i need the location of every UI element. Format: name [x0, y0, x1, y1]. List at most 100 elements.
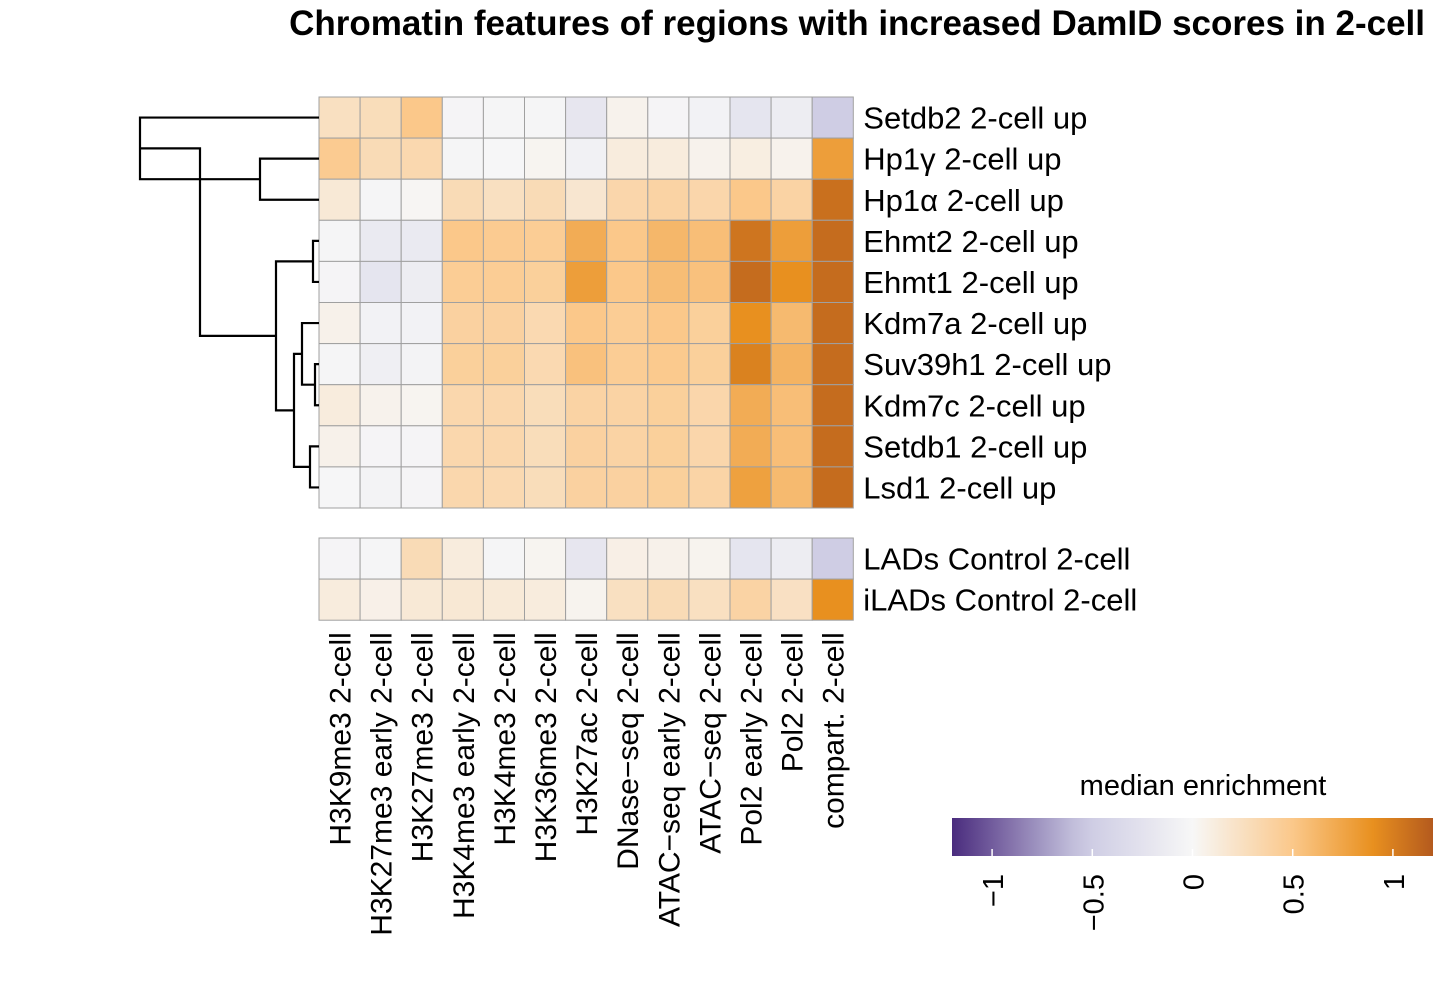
- control-row-label: iLADs Control 2-cell: [863, 583, 1137, 618]
- heatmap-cell: [606, 343, 649, 386]
- legend-tick-label: 0: [1179, 874, 1211, 890]
- control-heatmap-cell: [729, 537, 772, 580]
- dendrogram-branch: [300, 321, 319, 386]
- heatmap-cell: [729, 343, 772, 386]
- heatmap-cell: [688, 425, 731, 468]
- heatmap-cell: [482, 178, 525, 221]
- control-heatmap-cell: [565, 537, 608, 580]
- heatmap-cell: [565, 384, 608, 427]
- heatmap-cell: [482, 302, 525, 345]
- heatmap-cell: [647, 219, 690, 262]
- heatmap-cell: [318, 425, 361, 468]
- heatmap-cell: [441, 425, 484, 468]
- heatmap-cell: [318, 137, 361, 180]
- control-heatmap-cell: [647, 537, 690, 580]
- column-label: ATAC−seq early 2-cell: [653, 632, 686, 927]
- heatmap-cell: [688, 96, 731, 139]
- heatmap-cell: [770, 384, 813, 427]
- color-legend: median enrichment −1 −0.5 0 0.5 1: [952, 770, 1433, 931]
- heatmap-cell: [565, 343, 608, 386]
- heatmap-cell: [647, 302, 690, 345]
- heatmap-cell: [565, 260, 608, 303]
- heatmap-cell: [647, 343, 690, 386]
- heatmap-cell: [318, 384, 361, 427]
- heatmap-cell: [729, 137, 772, 180]
- heatmap-cell: [359, 343, 402, 386]
- heatmap-cell: [400, 137, 443, 180]
- control-heatmap-cell: [811, 537, 854, 580]
- heatmap-cell: [688, 302, 731, 345]
- heatmap-cell: [688, 219, 731, 262]
- heatmap-cell: [811, 425, 854, 468]
- heatmap-cell: [811, 219, 854, 262]
- heatmap-cell: [441, 302, 484, 345]
- heatmap-cell: [359, 260, 402, 303]
- heatmap-cell: [770, 178, 813, 221]
- heatmap-cell: [729, 384, 772, 427]
- heatmap-cell: [729, 219, 772, 262]
- heatmap-cell: [524, 343, 567, 386]
- heatmap-cell: [688, 178, 731, 221]
- control-heatmap-cell: [359, 537, 402, 580]
- heatmap-cell: [441, 260, 484, 303]
- heatmap-cell: [565, 178, 608, 221]
- row-label: Ehmt2 2-cell up: [863, 224, 1078, 259]
- heatmap-cell: [359, 137, 402, 180]
- heatmap-cell: [482, 260, 525, 303]
- heatmap-cell: [811, 178, 854, 221]
- heatmap-cell: [400, 425, 443, 468]
- heatmap-cell: [606, 466, 649, 509]
- heatmap-cell: [441, 219, 484, 262]
- control-heatmap-cell: [400, 578, 443, 621]
- heatmap-cell: [524, 260, 567, 303]
- heatmap-cell: [770, 302, 813, 345]
- column-label: H3K27me3 early 2-cell: [366, 632, 399, 935]
- column-label: Pol2 2-cell: [777, 632, 810, 772]
- row-labels: Setdb2 2-cell up Hp1γ 2-cell up Hp1α 2-cel…: [863, 101, 1111, 506]
- control-heatmap-cell: [318, 537, 361, 580]
- control-heatmap-cell: [606, 537, 649, 580]
- heatmap-cell: [318, 302, 361, 345]
- heatmap-cell: [606, 96, 649, 139]
- control-heatmap-cell: [441, 578, 484, 621]
- heatmap-cell: [524, 96, 567, 139]
- heatmap-cell: [770, 343, 813, 386]
- heatmap-cell: [524, 137, 567, 180]
- heatmap-cell: [647, 466, 690, 509]
- heatmap-cell: [688, 260, 731, 303]
- heatmap-cell: [729, 96, 772, 139]
- row-label: Setdb1 2-cell up: [863, 429, 1087, 464]
- heatmap-cell: [770, 96, 813, 139]
- heatmap-cell: [770, 260, 813, 303]
- heatmap-cell: [647, 384, 690, 427]
- heatmap-cell: [770, 425, 813, 468]
- control-heatmap-cell: [524, 578, 567, 621]
- dendrogram-branch: [140, 147, 276, 337]
- row-label: Lsd1 2-cell up: [863, 470, 1056, 505]
- row-label: Kdm7a 2-cell up: [863, 306, 1087, 341]
- heatmap-cell: [811, 343, 854, 386]
- heatmap-cell: [770, 466, 813, 509]
- heatmap-cell: [400, 343, 443, 386]
- heatmap-cell: [400, 466, 443, 509]
- heatmap-cell: [606, 302, 649, 345]
- heatmap-cell: [565, 425, 608, 468]
- dendrogram-branch: [308, 445, 319, 489]
- row-label: Hp1α 2-cell up: [863, 183, 1064, 218]
- column-label: compart. 2-cell: [818, 632, 851, 829]
- heatmap-cell: [647, 178, 690, 221]
- row-label: Setdb2 2-cell up: [863, 101, 1087, 136]
- row-label: Ehmt1 2-cell up: [863, 265, 1078, 300]
- control-row-label: LADs Control 2-cell: [863, 542, 1130, 577]
- row-label: Hp1γ 2-cell up: [863, 142, 1061, 177]
- heatmap-cell: [441, 343, 484, 386]
- heatmap-cell: [729, 425, 772, 468]
- heatmap-cell: [400, 219, 443, 262]
- column-labels: H3K9me3 2-cell H3K27me3 early 2-cell H3K27…: [325, 632, 851, 935]
- main-heatmap-cells: [318, 96, 854, 509]
- heatmap-cell: [400, 302, 443, 345]
- heatmap-cell: [606, 384, 649, 427]
- heatmap-cell: [441, 384, 484, 427]
- column-label: H3K27ac 2-cell: [571, 632, 604, 835]
